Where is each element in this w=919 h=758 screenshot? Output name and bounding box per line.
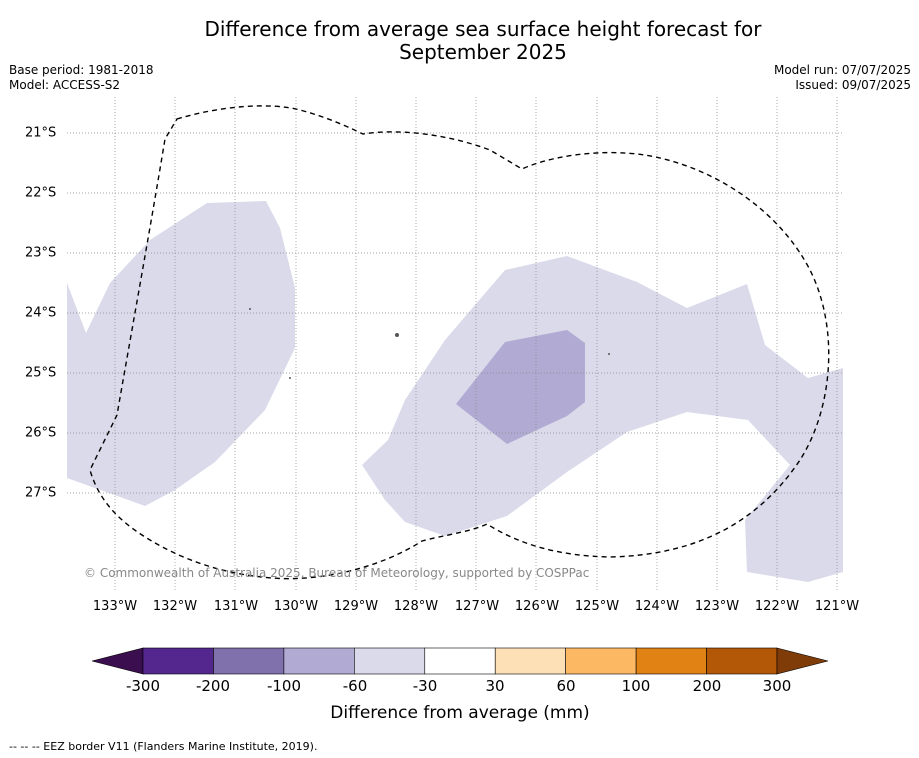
- colorbar-tick: 60: [556, 677, 576, 695]
- colorbar-segment: [565, 647, 637, 675]
- meta-right: Model run: 07/07/2025 Issued: 09/07/2025: [774, 63, 911, 93]
- eez-border: [89, 105, 830, 580]
- lat-tick: 24°S: [25, 305, 57, 321]
- colorbar-tick: 30: [485, 677, 505, 695]
- graticule: [67, 97, 843, 590]
- anomaly-spot: [608, 353, 610, 355]
- anomaly-region-west: [67, 201, 295, 506]
- colorbar-segment: [213, 647, 285, 675]
- anomaly-region-core: [456, 330, 585, 444]
- model-name: Model: ACCESS-S2: [9, 78, 121, 92]
- map-title: Difference from average sea surface heig…: [120, 18, 846, 64]
- issued-date: Issued: 09/07/2025: [795, 78, 911, 92]
- title-line-1: Difference from average sea surface heig…: [204, 17, 762, 41]
- anomaly-regions: [67, 201, 843, 582]
- lon-tick: 128°W: [393, 599, 439, 614]
- colorbar-tick: -200: [195, 677, 231, 695]
- colorbar-extend-min: [91, 647, 144, 675]
- copyright-notice: © Commonwealth of Australia 2025, Bureau…: [84, 566, 590, 580]
- colorbar-tick: -60: [342, 677, 368, 695]
- colorbar-tick: -100: [266, 677, 302, 695]
- model-run: Model run: 07/07/2025: [773, 63, 911, 77]
- colorbar-segments: [91, 647, 829, 675]
- colorbar-segment: [706, 647, 778, 675]
- lon-tick: 133°W: [92, 599, 138, 614]
- eez-footnote: -- -- -- EEZ border V11 (Flanders Marine…: [9, 740, 318, 753]
- colorbar-tick: 100: [621, 677, 651, 695]
- colorbar-tick: -300: [125, 677, 161, 695]
- colorbar-tick: 200: [692, 677, 722, 695]
- lon-tick: 129°W: [333, 599, 379, 614]
- lat-tick: 25°S: [25, 365, 57, 381]
- colorbar-segment: [354, 647, 426, 675]
- colorbar-label: Difference from average (mm): [330, 703, 590, 723]
- lon-tick: 124°W: [634, 599, 680, 614]
- lon-tick: 121°W: [814, 599, 860, 614]
- lon-tick: 125°W: [574, 599, 620, 614]
- lat-tick: 26°S: [25, 425, 57, 441]
- colorbar-segment: [283, 647, 355, 675]
- colorbar-segment: [635, 647, 707, 675]
- lat-tick: 27°S: [25, 485, 57, 501]
- lon-tick: 130°W: [273, 599, 319, 614]
- colorbar: [91, 647, 829, 675]
- lon-tick: 127°W: [454, 599, 500, 614]
- anomaly-spot: [249, 308, 251, 310]
- anomaly-region-central: [362, 256, 843, 582]
- lon-tick: 132°W: [152, 599, 198, 614]
- base-period: Base period: 1981-2018: [9, 63, 154, 77]
- lon-tick: 123°W: [694, 599, 740, 614]
- colorbar-tick: -30: [412, 677, 438, 695]
- lon-tick: 122°W: [754, 599, 800, 614]
- colorbar-tick: 300: [762, 677, 792, 695]
- colorbar-segment: [142, 647, 214, 675]
- anomaly-spot: [289, 377, 291, 379]
- lat-tick: 22°S: [25, 185, 57, 201]
- lon-tick: 131°W: [213, 599, 259, 614]
- lon-tick: 126°W: [514, 599, 560, 614]
- title-line-2: September 2025: [399, 40, 567, 64]
- colorbar-segment: [494, 647, 566, 675]
- colorbar-segment: [424, 647, 496, 675]
- lat-tick: 23°S: [25, 245, 57, 261]
- meta-left: Base period: 1981-2018 Model: ACCESS-S2: [9, 63, 154, 93]
- colorbar-extend-max: [776, 647, 829, 675]
- lat-tick: 21°S: [25, 125, 57, 141]
- anomaly-spot: [395, 333, 399, 337]
